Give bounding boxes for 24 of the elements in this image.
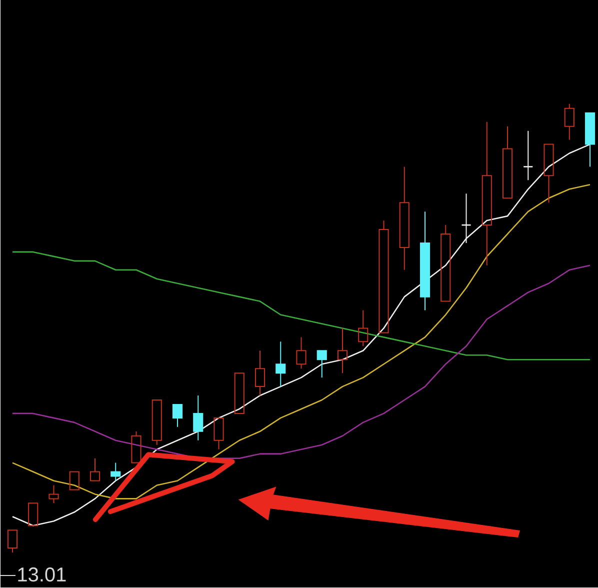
candlestick [48,484,59,504]
candlestick [110,462,121,482]
candlestick [584,112,596,168]
candlestick [399,166,410,271]
candlestick [337,328,348,374]
candlestick [214,418,224,450]
candlestick [316,350,327,378]
candlestick [544,144,554,204]
text: 13.01 [18,568,66,582]
candlestick [564,104,574,141]
candlestick [296,336,306,370]
candlestick [420,211,430,312]
candlestick [172,404,183,428]
candlestick [522,130,534,181]
candlestick [254,350,266,396]
candlestick [90,458,100,482]
candlestick [358,310,368,347]
candlestick [482,122,492,266]
candlestick [440,224,451,302]
candlestick [276,341,286,388]
candlestick [193,395,204,442]
candlestick [461,193,472,244]
candlestick [502,126,513,199]
candlestick [378,220,389,334]
